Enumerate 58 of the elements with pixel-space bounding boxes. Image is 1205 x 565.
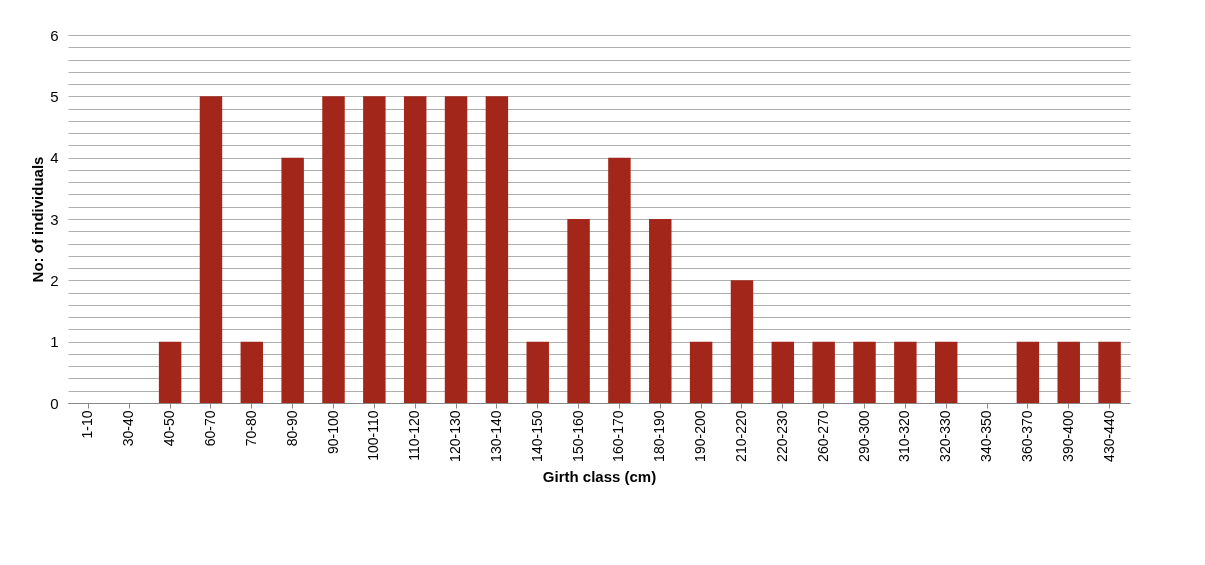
x-tick-label: 430-440 <box>1100 410 1117 462</box>
bar <box>363 96 386 403</box>
x-tick-label: 100-110 <box>365 410 382 461</box>
y-tick-label: 5 <box>50 87 59 105</box>
bar <box>199 96 223 403</box>
x-tick-label: 120-130 <box>447 410 464 462</box>
bar <box>934 341 958 403</box>
y-tick-label: 3 <box>50 210 59 228</box>
bar <box>1098 341 1121 403</box>
x-tick-label: 320-330 <box>937 410 954 462</box>
y-tick-label: 2 <box>50 271 59 289</box>
x-tick-label: 190-200 <box>692 410 709 462</box>
bar <box>444 96 468 403</box>
x-tick-label: 1-10 <box>79 410 96 439</box>
bar <box>322 96 345 403</box>
y-axis-title: No: of individuals <box>29 156 47 283</box>
bar <box>649 219 672 403</box>
bar <box>485 96 509 403</box>
x-axis-title: Girth class (cm) <box>542 467 657 485</box>
y-tick-label: 4 <box>50 149 59 167</box>
bar <box>771 341 795 403</box>
bar <box>730 280 754 403</box>
bar <box>158 341 182 403</box>
bar <box>608 157 631 403</box>
x-tick-label: 70-80 <box>242 410 259 447</box>
x-tick-label: 90-100 <box>324 410 341 455</box>
x-tick-label: 140-150 <box>528 410 545 462</box>
y-tick-label: 0 <box>50 394 59 412</box>
x-tick-label: 220-230 <box>773 410 790 462</box>
y-tick-label: 6 <box>50 26 59 44</box>
bar <box>812 341 835 403</box>
x-tick-label: 80-90 <box>283 410 300 447</box>
x-tick-label: 310-320 <box>896 410 913 462</box>
bar <box>1016 341 1040 403</box>
x-tick-label: 160-170 <box>610 410 627 462</box>
x-tick-label: 110-120 <box>406 410 423 461</box>
x-tick-label: 290-300 <box>855 410 872 462</box>
x-tick-label: 360-370 <box>1018 410 1035 462</box>
bar <box>281 157 304 403</box>
y-tick-label: 1 <box>50 333 59 351</box>
x-tick-label: 180-190 <box>651 410 668 462</box>
bar <box>403 96 427 403</box>
x-tick-label: 340-350 <box>978 410 995 462</box>
bar <box>894 341 917 403</box>
bar <box>689 341 713 403</box>
x-tick-label: 40-50 <box>161 410 178 447</box>
x-tick-label: 130-140 <box>487 410 504 462</box>
x-tick-label: 390-400 <box>1059 410 1076 462</box>
bar <box>567 219 590 403</box>
x-tick-label: 30-40 <box>120 410 137 447</box>
x-tick-label: 260-270 <box>814 410 831 462</box>
bar <box>853 341 876 403</box>
x-tick-label: 60-70 <box>201 410 218 447</box>
x-tick-label: 150-160 <box>569 410 586 462</box>
bar <box>240 341 264 403</box>
bar <box>526 341 549 403</box>
x-tick-label: 210-220 <box>732 410 749 462</box>
bar <box>1057 341 1080 403</box>
